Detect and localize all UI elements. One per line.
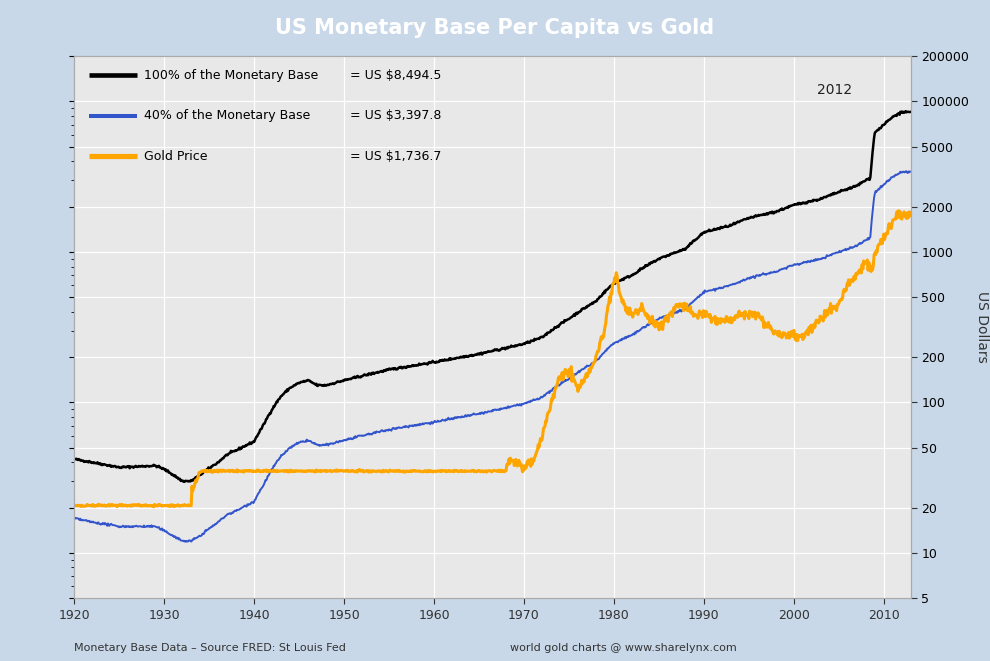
Text: world gold charts @ www.sharelynx.com: world gold charts @ www.sharelynx.com [510, 643, 737, 653]
Text: = US $3,397.8: = US $3,397.8 [350, 109, 442, 122]
Text: 2012: 2012 [817, 83, 852, 97]
Text: 40% of the Monetary Base: 40% of the Monetary Base [144, 109, 310, 122]
Text: = US $1,736.7: = US $1,736.7 [350, 150, 442, 163]
Y-axis label: US Dollars: US Dollars [974, 292, 989, 363]
Text: Gold Price: Gold Price [144, 150, 207, 163]
Text: US Monetary Base Per Capita vs Gold: US Monetary Base Per Capita vs Gold [275, 18, 715, 38]
Text: = US $8,494.5: = US $8,494.5 [350, 69, 442, 82]
Text: Monetary Base Data – Source FRED: St Louis Fed: Monetary Base Data – Source FRED: St Lou… [74, 643, 346, 653]
Text: 100% of the Monetary Base: 100% of the Monetary Base [144, 69, 318, 82]
